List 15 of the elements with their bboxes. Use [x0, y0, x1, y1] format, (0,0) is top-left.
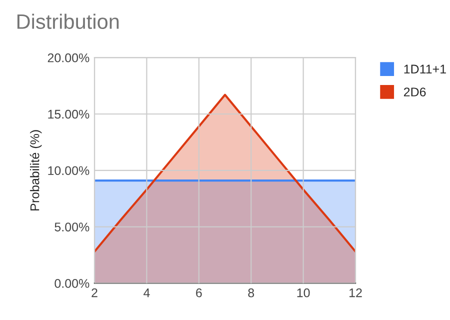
y-tick-label: 20.00% — [48, 53, 90, 62]
y-tick-label: 15.00% — [48, 110, 90, 119]
x-tick-label: 6 — [196, 288, 202, 298]
y-tick-label: 0.00% — [54, 279, 90, 288]
x-tick-label: 10 — [297, 288, 310, 298]
legend-label: 2D6 — [404, 88, 426, 96]
y-tick-label: 10.00% — [48, 166, 90, 176]
legend-label: 1D11+1 — [404, 64, 446, 74]
y-tick-label: 5.00% — [54, 222, 90, 232]
x-tick-label: 4 — [144, 288, 150, 298]
x-tick-label: 2 — [92, 288, 98, 298]
x-tick-label: 12 — [350, 288, 362, 298]
chart-title: Distribution — [17, 14, 119, 30]
y-axis-title: Probabilité (%) — [30, 130, 42, 210]
x-tick-label: 8 — [248, 288, 254, 298]
